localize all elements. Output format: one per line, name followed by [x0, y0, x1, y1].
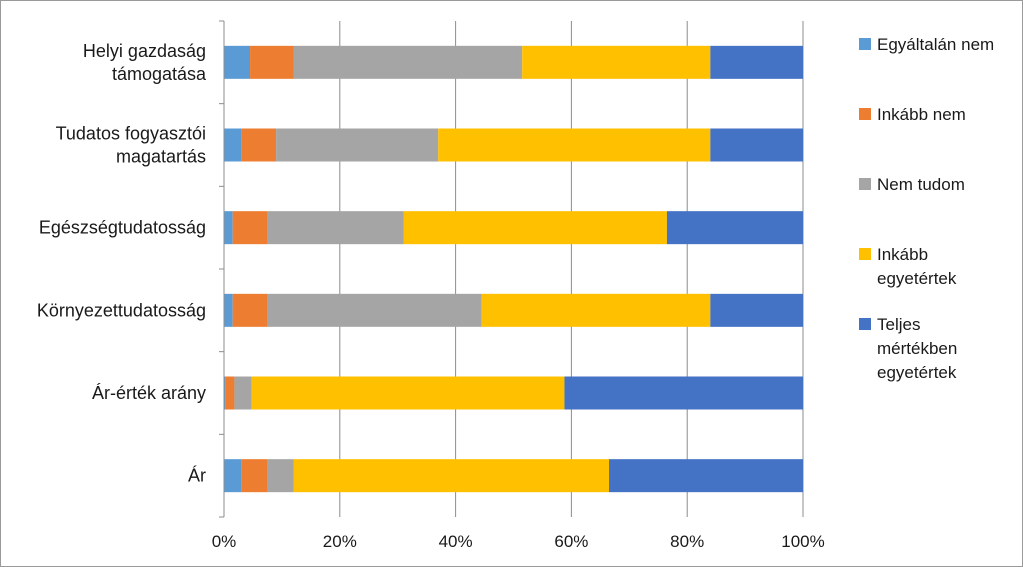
bars	[224, 45, 803, 493]
bar-segment	[481, 293, 711, 327]
category-label: Egészségtudatosság	[39, 218, 206, 238]
category-label: támogatása	[112, 64, 207, 84]
bar-segment	[710, 128, 803, 162]
bar-segment	[609, 459, 803, 493]
bar-segment	[564, 376, 803, 410]
bar-segment	[267, 459, 294, 493]
legend-swatch	[859, 38, 871, 50]
legend-label: Teljes	[877, 315, 920, 334]
legend-label: Egyáltalán nem	[877, 35, 994, 54]
legend-label: egyetértek	[877, 363, 957, 382]
legend-swatch	[859, 248, 871, 260]
category-label: magatartás	[116, 147, 206, 167]
x-tick-label: 20%	[323, 532, 357, 551]
bar-segment	[224, 459, 242, 493]
bar-segment	[232, 293, 268, 327]
bar-segment	[403, 211, 667, 245]
category-label: Tudatos fogyasztói	[56, 124, 206, 144]
x-tick-label: 0%	[212, 532, 237, 551]
legend-label: Inkább nem	[877, 105, 966, 124]
bar-segment	[293, 45, 523, 79]
legend-swatch	[859, 318, 871, 330]
bar-segment	[224, 45, 251, 79]
bar-segment	[267, 211, 404, 245]
bar-segment	[293, 459, 610, 493]
bar-segment	[224, 128, 242, 162]
axes: 0% 20% 40% 60% 80% 100% Helyi gazdaság támogatá…	[37, 20, 825, 551]
category-label: Ár-érték arány	[92, 383, 206, 403]
bar-segment	[666, 211, 803, 245]
legend-swatch	[859, 178, 871, 190]
bar-segment	[234, 376, 252, 410]
x-tick-label: 40%	[439, 532, 473, 551]
bar-segment	[232, 211, 268, 245]
category-label: Környezettudatosság	[37, 300, 206, 320]
x-tick-label: 100%	[781, 532, 824, 551]
bar-segment	[276, 128, 439, 162]
bar-segment	[438, 128, 711, 162]
legend-label: mértékben	[877, 339, 957, 358]
bar-segment	[267, 293, 482, 327]
bar-segment	[710, 45, 803, 79]
bar-segment	[224, 211, 233, 245]
bar-segment	[241, 128, 277, 162]
legend-label: Nem tudom	[877, 175, 965, 194]
gridlines	[339, 21, 804, 517]
x-tick-label: 80%	[670, 532, 704, 551]
legend-label: Inkább	[877, 245, 928, 264]
bar-segment	[241, 459, 268, 493]
legend-label: egyetértek	[877, 269, 957, 288]
bar-segment	[251, 376, 565, 410]
legend-swatch	[859, 108, 871, 120]
bar-segment	[522, 45, 711, 79]
bar-segment	[224, 293, 233, 327]
x-tick-label: 60%	[554, 532, 588, 551]
legend: Egyáltalán nem Inkább nem Nem tudom Inkább e…	[859, 35, 994, 382]
bar-segment	[710, 293, 803, 327]
bar-segment	[225, 376, 235, 410]
category-label: Ár	[188, 466, 206, 486]
category-label: Helyi gazdaság	[83, 41, 206, 61]
bar-segment	[250, 45, 294, 79]
bar-segment	[224, 376, 226, 410]
